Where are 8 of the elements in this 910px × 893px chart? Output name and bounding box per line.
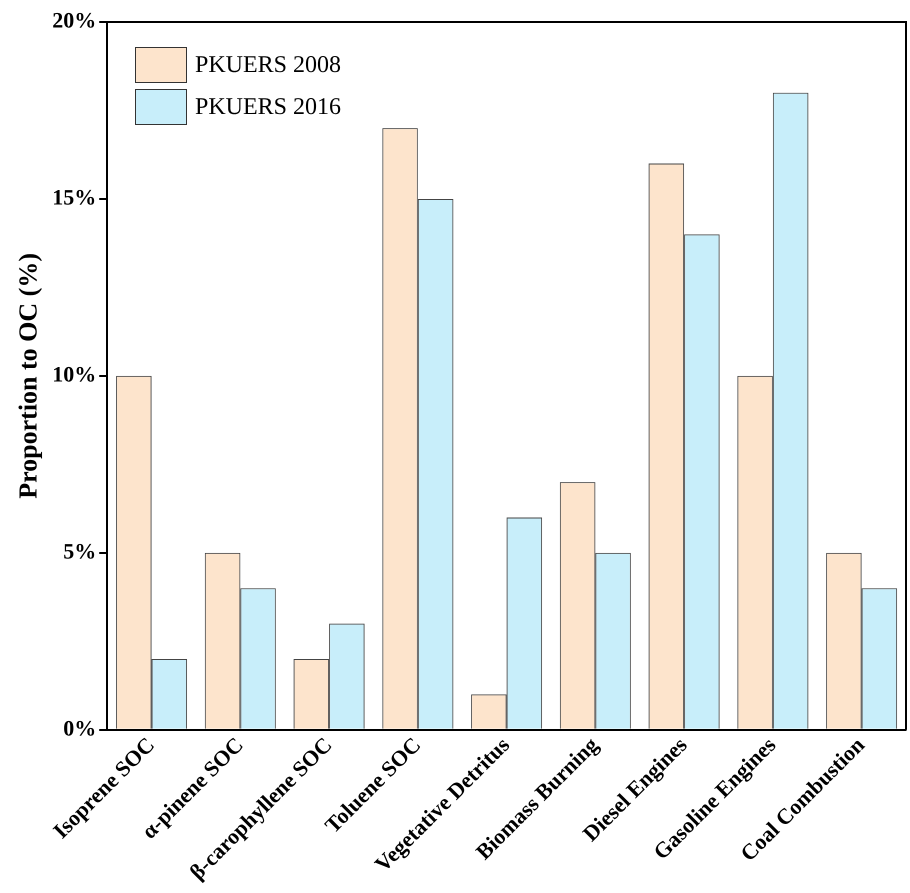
y-axis-title: Proportion to OC (%): [13, 253, 42, 499]
legend-label: PKUERS 2016: [195, 94, 342, 120]
y-tick-label: 10%: [52, 362, 96, 387]
y-tick-label: 15%: [52, 184, 96, 210]
y-tick-label: 0%: [63, 715, 96, 740]
legend-label: PKUERS 2008: [195, 52, 342, 78]
y-tick-label: 5%: [63, 538, 96, 564]
y-tick-label: 20%: [52, 8, 96, 33]
